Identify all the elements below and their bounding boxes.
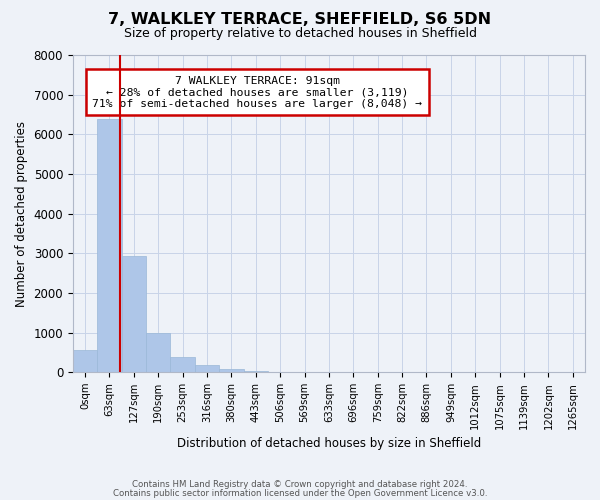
- Text: 7, WALKLEY TERRACE, SHEFFIELD, S6 5DN: 7, WALKLEY TERRACE, SHEFFIELD, S6 5DN: [109, 12, 491, 28]
- Bar: [73, 350, 97, 372]
- Bar: [97, 119, 122, 372]
- Bar: [244, 371, 268, 372]
- Text: Contains public sector information licensed under the Open Government Licence v3: Contains public sector information licen…: [113, 488, 487, 498]
- Text: Contains HM Land Registry data © Crown copyright and database right 2024.: Contains HM Land Registry data © Crown c…: [132, 480, 468, 489]
- Bar: [195, 365, 219, 372]
- Bar: [219, 368, 244, 372]
- Text: 7 WALKLEY TERRACE: 91sqm
← 28% of detached houses are smaller (3,119)
71% of sem: 7 WALKLEY TERRACE: 91sqm ← 28% of detach…: [92, 76, 422, 109]
- Bar: [122, 256, 146, 372]
- Text: Size of property relative to detached houses in Sheffield: Size of property relative to detached ho…: [124, 28, 476, 40]
- Bar: [146, 334, 170, 372]
- Y-axis label: Number of detached properties: Number of detached properties: [15, 120, 28, 306]
- X-axis label: Distribution of detached houses by size in Sheffield: Distribution of detached houses by size …: [177, 437, 481, 450]
- Bar: [170, 357, 195, 372]
